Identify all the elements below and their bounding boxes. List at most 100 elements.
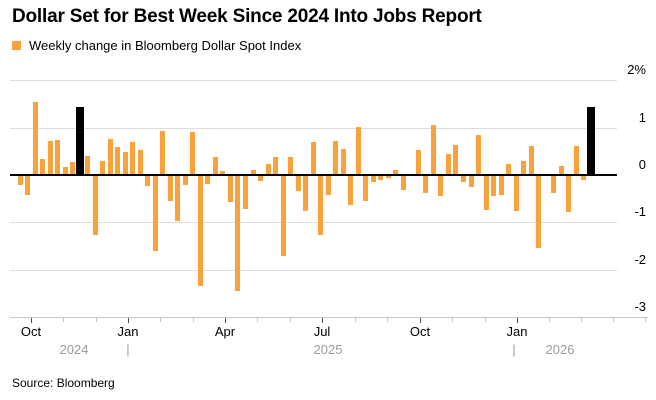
bar (498, 175, 504, 196)
bar (513, 175, 519, 211)
x-axis-major-tick (517, 318, 518, 323)
y-axis-label-0: 0 (638, 157, 646, 172)
bar (393, 169, 399, 175)
bar (167, 175, 173, 201)
bar (47, 141, 53, 175)
x-axis-minor-tick (63, 318, 65, 322)
x-axis-major-tick (420, 318, 421, 323)
chart-title: Dollar Set for Best Week Since 2024 Into… (12, 6, 482, 27)
bar (258, 175, 264, 182)
y-axis-label-1: 1 (638, 109, 646, 125)
bar (521, 160, 527, 175)
bar (25, 175, 31, 195)
bar (363, 175, 369, 201)
bar (175, 175, 181, 222)
bar (295, 175, 301, 192)
bar (370, 175, 376, 183)
x-axis-minor-tick (484, 318, 486, 322)
x-axis-month-label: Jan (117, 324, 139, 339)
bar (333, 140, 339, 175)
bar (265, 164, 271, 175)
bar (55, 139, 61, 175)
bar (318, 175, 324, 235)
bar (348, 175, 354, 206)
x-axis-major-tick (322, 318, 323, 323)
bar (273, 156, 279, 175)
bar (152, 175, 158, 252)
x-axis-year-label: | (512, 342, 516, 357)
bar (430, 125, 436, 175)
bar (220, 171, 226, 175)
bar (340, 148, 346, 175)
bar (476, 134, 482, 175)
bar (40, 158, 46, 175)
bar (310, 142, 316, 175)
bar (566, 175, 572, 213)
bar (250, 170, 256, 175)
x-axis-minor-tick (549, 318, 550, 322)
bar (235, 175, 241, 291)
x-axis-year-label: 2025 (313, 342, 343, 357)
y-axis-label--3: -3 (634, 298, 646, 314)
x-axis-minor-tick (452, 318, 454, 322)
x-axis-minor-tick (354, 318, 356, 322)
x-axis-month-label: Jul (313, 324, 331, 339)
gridline-2% (10, 80, 617, 82)
bar (288, 157, 294, 175)
bar (17, 175, 23, 186)
bar (62, 167, 68, 175)
bar (280, 175, 286, 256)
bar (415, 149, 421, 175)
bar (130, 142, 136, 175)
bar (145, 175, 151, 187)
bar (468, 175, 474, 188)
bar (400, 175, 406, 191)
bar (536, 175, 542, 248)
bar (190, 132, 196, 175)
bar (107, 138, 113, 175)
x-axis-year-label: | (126, 342, 130, 357)
x-axis-month-label: Apr (214, 324, 236, 339)
bar (453, 144, 459, 175)
x-axis-minor-tick (581, 318, 582, 322)
x-axis-minor-tick (645, 318, 646, 322)
legend-swatch-icon (12, 41, 21, 50)
bar (100, 160, 106, 175)
x-axis-minor-tick (613, 318, 614, 322)
bar (85, 155, 91, 175)
x-axis-minor-tick (192, 318, 194, 322)
bar (182, 175, 188, 185)
bar (243, 175, 248, 209)
bar (438, 175, 444, 197)
highlight-bar (587, 107, 596, 175)
bar (378, 175, 384, 180)
bar (122, 151, 128, 175)
bar (355, 126, 361, 175)
gridline--2 (10, 269, 617, 271)
bar (483, 175, 489, 210)
bar (506, 163, 512, 175)
x-axis-major-tick (225, 318, 226, 323)
legend: Weekly change in Bloomberg Dollar Spot I… (12, 38, 301, 53)
y-axis-label--1: -1 (634, 204, 646, 220)
x-axis-month-label: Oct (409, 324, 431, 339)
bar (491, 175, 497, 197)
highlight-bar (76, 106, 85, 175)
y-axis-label-2%: 2% (627, 62, 646, 78)
bar (92, 175, 98, 235)
bar (137, 150, 143, 175)
x-axis-minor-tick (387, 318, 389, 322)
bar (551, 175, 557, 194)
gridline-1 (10, 127, 617, 129)
bar (32, 101, 38, 175)
x-axis-minor-tick (289, 318, 291, 322)
bar (461, 175, 466, 183)
bar (423, 175, 429, 193)
x-axis-year-label: 2026 (545, 342, 575, 357)
bar (385, 175, 391, 179)
gridline--1 (10, 222, 617, 224)
x-axis-minor-tick (257, 318, 259, 322)
x-axis-month-label: Oct (20, 324, 42, 339)
